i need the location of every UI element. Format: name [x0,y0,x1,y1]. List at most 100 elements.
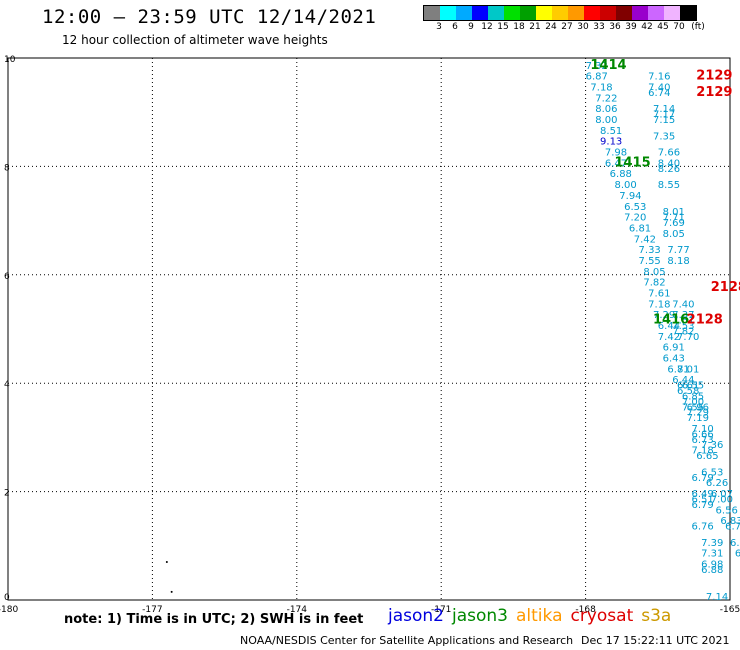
wave-height-value: 8.40 [658,158,680,169]
x-tick-label: -165 [720,605,740,615]
color-scale-tick: 70 [673,22,685,32]
track-time-label: 2129 [696,85,732,100]
color-swatch [520,6,536,20]
wave-height-value: 8.00 [614,180,636,191]
color-scale-tick: 6 [452,22,458,32]
color-swatch [632,6,648,20]
wave-height-value: 6.98 [701,559,723,570]
y-tick-label: 10 [4,55,16,65]
x-tick-label: -177 [142,605,162,615]
x-tick-label: -168 [575,605,596,615]
legend-item-jason2: jason2 [388,606,444,626]
y-tick-label: 2 [4,489,10,499]
legend-item-jason3: jason3 [452,606,508,626]
color-scale-unit: (ft) [691,22,705,32]
wave-height-value: 6.53 [701,467,723,478]
track-time-label: 2128 [711,280,740,295]
wave-height-value: 7.77 [667,245,689,256]
color-scale-tick: 45 [657,22,669,32]
wave-height-value: 6.49 [691,489,713,500]
wave-height-value: 6.56 [716,505,738,516]
satellite-legend: jason2 jason3 altika cryosat s3a [388,606,679,626]
wave-height-value: 8.00 [595,115,617,126]
x-tick-label: -180 [0,605,18,615]
wave-height-value: 6.63 [730,538,740,549]
legend-item-cryosat: cryosat [570,606,634,626]
legend-item-altika: altika [516,606,563,626]
wave-height-value: 7.29 [653,310,675,321]
wave-height-value: 7.18 [590,83,612,94]
wave-height-value: 6.81 [667,364,689,375]
wave-height-value: 7.36 [701,440,723,451]
wave-height-value: 6.88 [610,169,632,180]
wave-height-value: 7.42 [634,234,656,245]
wave-height-value: 7.32 [586,61,608,72]
color-swatch [648,6,664,20]
wave-height-value: 8.05 [643,267,665,278]
x-tick-label: -174 [287,605,308,615]
wave-height-value: 6.79 [691,473,713,484]
color-scale-tick: 42 [641,22,653,32]
color-swatch [472,6,488,20]
wave-height-value: 7.29 [687,408,709,419]
wave-height-value: 6.66 [691,429,713,440]
wave-height-value: 8.18 [667,256,689,267]
y-tick-label: 4 [4,380,10,390]
color-swatch [456,6,472,20]
color-swatch [568,6,584,20]
observation-dot [165,561,168,564]
wave-height-value: 7.00 [682,397,704,408]
color-scale-tick: 18 [513,22,525,32]
wave-height-value: 6.65 [696,451,718,462]
wave-height-value: 7.37 [672,310,694,321]
wave-height-value: 7.01 [677,364,699,375]
color-swatch [424,6,440,20]
wave-height-value: 8.05 [663,229,685,240]
wave-height-value: 6.44 [672,375,694,386]
color-swatch [536,6,552,20]
wave-height-value: 7.53 [672,321,694,332]
color-scale-tick: 36 [609,22,621,32]
wave-height-value: 7.16 [648,72,670,83]
wave-height-value: 7.94 [619,191,641,202]
credit-line: NOAA/NESDIS Center for Satellite Applica… [240,634,574,647]
wave-height-value: 7.40 [648,83,670,94]
wave-height-value: 8.01 [663,207,685,218]
wave-height-value: 7.69 [663,218,685,229]
wave-height-value: 6.79 [691,500,713,511]
color-swatch [488,6,504,20]
x-tick-label: -171 [431,605,451,615]
wave-height-value: 6.21 [735,549,740,560]
wave-height-value: 6.53 [624,202,646,213]
y-tick-label: 0 [4,593,10,603]
wave-height-value: 7.22 [595,93,617,104]
wave-height-value: 6.61 [677,381,699,392]
color-scale-tick: 3 [436,22,442,32]
color-scale-labels: 3 6 9 12 15 18 21 24 27 30 33 36 39 42 45 70 (ft) [423,22,729,34]
wave-height-value: 7.15 [653,115,675,126]
color-scale-tick: 9 [468,22,474,32]
wave-height-value: 6.73 [691,435,713,446]
wave-height-value: 7.14 [653,104,675,115]
color-swatch [664,6,680,20]
wave-height-value: 6.88 [701,565,723,576]
wave-height-value: 7.71 [663,213,685,224]
wave-height-value: 6.07 [711,489,733,500]
color-scale-tick: 21 [529,22,541,32]
wave-height-value: 7.33 [639,245,661,256]
wave-height-value: 8.26 [658,164,680,175]
wave-height-value: 7.35 [653,131,675,142]
wave-height-value: 6.55 [682,381,704,392]
wave-height-value: 7.55 [682,402,704,413]
wave-height-value: 7.18 [648,299,670,310]
wave-height-value: 6.96 [687,402,709,413]
color-scale-tick: 30 [577,22,589,32]
wave-height-value: 6.85 [682,391,704,402]
generated-timestamp: Dec 17 15:22:11 UTC 2021 [581,634,730,647]
wave-height-value: 7.18 [691,446,713,457]
wave-height-value: 6.91 [663,343,685,354]
wave-height-value: 6.71 [725,522,740,533]
track-time-label: 1416 [653,313,689,328]
wave-height-value: 7.55 [639,256,661,267]
